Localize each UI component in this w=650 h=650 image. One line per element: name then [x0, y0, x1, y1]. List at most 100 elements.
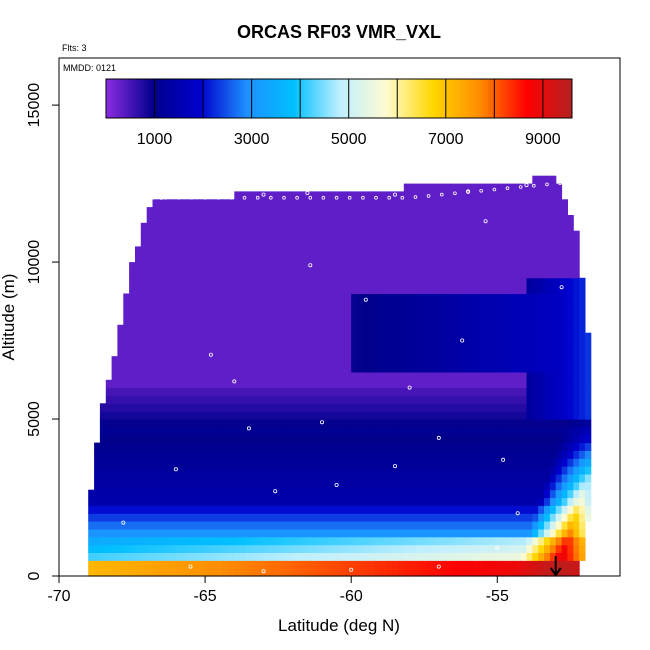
heatmap-cell [158, 293, 165, 302]
heatmap-cell [298, 285, 305, 294]
heatmap-cell [544, 552, 551, 561]
heatmap-cell [228, 442, 235, 451]
heatmap-cell [322, 474, 329, 483]
heatmap-cell [444, 552, 452, 561]
heatmap-cell [438, 340, 446, 349]
heatmap-cell [561, 317, 568, 326]
marker-arrow [549, 556, 562, 577]
heatmap-cell [222, 207, 229, 216]
heatmap-cell [362, 466, 370, 475]
heatmap-cell [246, 191, 253, 200]
heatmap-cell [99, 411, 107, 420]
heatmap-cell [105, 544, 113, 553]
heatmap-cell [99, 497, 107, 506]
heatmap-cell [357, 309, 364, 318]
heatmap-cell [152, 474, 159, 483]
heatmap-cell [170, 262, 177, 271]
colorbar-tick-label: 9000 [525, 131, 561, 148]
heatmap-cell [286, 450, 294, 459]
heatmap-cell [263, 466, 270, 475]
heatmap-cell [368, 552, 376, 561]
heatmap-cell [438, 293, 446, 302]
heatmap-cell [234, 521, 241, 530]
heatmap-cell [544, 395, 551, 404]
colorbar-step [480, 79, 483, 118]
heatmap-cell [427, 442, 434, 451]
heatmap-cell [357, 458, 364, 467]
heatmap-cell [450, 395, 457, 404]
heatmap-cell [462, 497, 469, 506]
heatmap-cell [514, 356, 522, 365]
heatmap-cell [409, 348, 416, 357]
heatmap-cell [216, 379, 224, 389]
heatmap-cell [205, 379, 212, 389]
heatmap-cell [339, 277, 346, 287]
heatmap-cell [509, 497, 516, 506]
heatmap-cell [468, 544, 475, 553]
heatmap-cell [532, 395, 539, 404]
heatmap-cell [216, 387, 224, 396]
heatmap-cell [403, 528, 411, 538]
heatmap-cell [491, 340, 498, 349]
heatmap-cell [509, 230, 516, 240]
heatmap-cell [310, 458, 317, 467]
heatmap-cell [298, 317, 305, 326]
heatmap-cell [462, 458, 469, 467]
heatmap-cell [351, 332, 358, 342]
heatmap-cell [345, 348, 352, 357]
heatmap-cell [199, 364, 206, 373]
heatmap-cell [438, 348, 446, 357]
heatmap-cell [421, 434, 428, 444]
heatmap-cell [322, 458, 329, 467]
heatmap-cell [152, 293, 159, 302]
heatmap-cell [181, 403, 189, 412]
colorbar-step [302, 79, 305, 118]
heatmap-cell [392, 371, 399, 381]
heatmap-cell [427, 191, 434, 200]
heatmap-cell [292, 309, 300, 318]
heatmap-cell [222, 356, 229, 365]
heatmap-cell [555, 207, 563, 216]
heatmap-cell [456, 544, 463, 553]
heatmap-cell [333, 528, 341, 538]
heatmap-cell [573, 560, 580, 569]
heatmap-cell [129, 309, 136, 318]
heatmap-cell [450, 230, 457, 240]
heatmap-cell [514, 262, 522, 271]
heatmap-cell [316, 340, 323, 349]
heatmap-cell [158, 246, 165, 255]
heatmap-cell [357, 238, 364, 247]
heatmap-cell [210, 309, 218, 318]
heatmap-cell [117, 348, 124, 357]
heatmap-cell [397, 340, 405, 349]
heatmap-cell [579, 489, 586, 499]
heatmap-cell [579, 466, 586, 475]
heatmap-cell [146, 332, 154, 342]
heatmap-cell [298, 238, 305, 247]
heatmap-cell [351, 293, 358, 302]
heatmap-cell [503, 395, 510, 404]
heatmap-cell [544, 497, 551, 506]
heatmap-cell [298, 246, 305, 255]
heatmap-cell [187, 309, 194, 318]
colorbar-tick-label: 1000 [137, 131, 173, 148]
heatmap-cell [345, 254, 352, 263]
heatmap-cell [251, 301, 259, 310]
heatmap-cell [526, 309, 533, 318]
heatmap-cell [146, 285, 154, 294]
heatmap-cell [462, 317, 469, 326]
heatmap-cell [468, 191, 475, 200]
heatmap-cell [468, 442, 475, 451]
heatmap-cell [263, 230, 270, 240]
heatmap-cell [491, 262, 498, 271]
heatmap-cell [526, 246, 533, 255]
heatmap-cell [444, 450, 452, 459]
heatmap-cell [532, 254, 539, 263]
heatmap-cell [117, 371, 124, 381]
heatmap-cell [111, 356, 118, 365]
heatmap-cell [479, 222, 487, 232]
heatmap-cell [170, 277, 177, 287]
heatmap-cell [497, 521, 504, 530]
heatmap-cell [327, 285, 335, 294]
heatmap-cell [181, 466, 189, 475]
